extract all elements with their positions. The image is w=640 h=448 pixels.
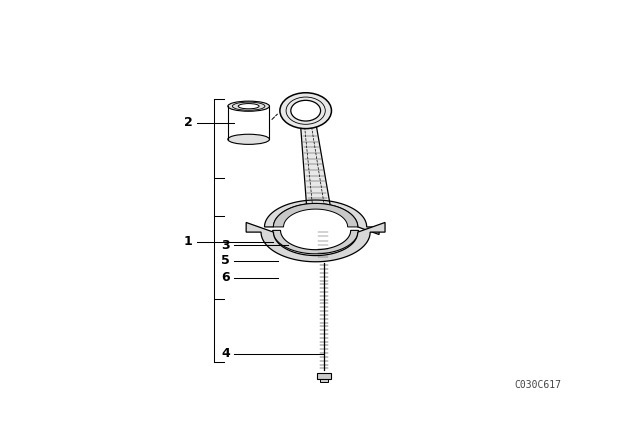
Text: 6: 6: [221, 271, 230, 284]
Ellipse shape: [228, 134, 269, 144]
Polygon shape: [273, 203, 358, 227]
Bar: [317, 372, 331, 379]
Text: 5: 5: [221, 254, 230, 267]
Polygon shape: [264, 200, 379, 234]
Text: 3: 3: [221, 239, 230, 252]
Ellipse shape: [228, 101, 269, 111]
Polygon shape: [246, 223, 385, 262]
Polygon shape: [273, 230, 358, 254]
Text: C030C617: C030C617: [514, 380, 561, 390]
Text: 2: 2: [184, 116, 193, 129]
Ellipse shape: [291, 100, 321, 121]
Polygon shape: [301, 127, 330, 207]
Ellipse shape: [238, 103, 259, 109]
Text: 4: 4: [221, 347, 230, 360]
Ellipse shape: [280, 93, 332, 129]
Text: 1: 1: [184, 235, 193, 248]
Bar: [319, 379, 328, 382]
